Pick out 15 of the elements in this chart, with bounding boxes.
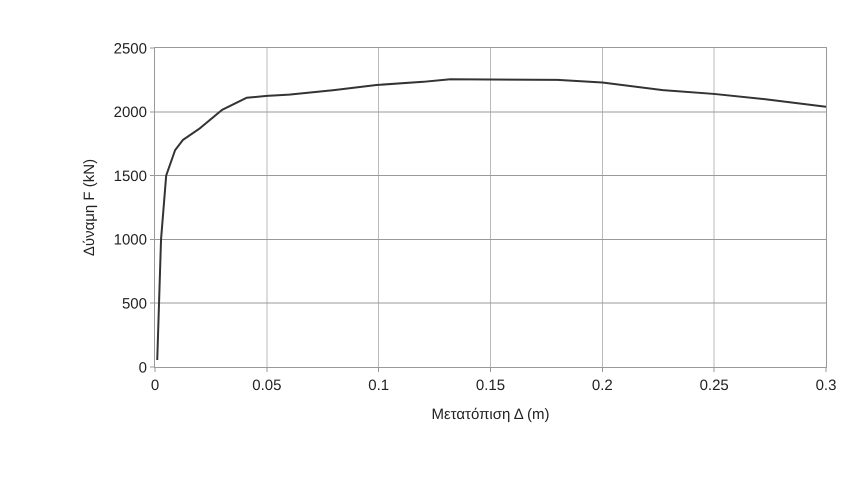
y-tick-label: 500 (122, 295, 147, 312)
y-tick-label: 2000 (114, 104, 147, 122)
x-tick-label: 0.05 (252, 377, 282, 394)
y-tick-label: 1000 (114, 232, 147, 249)
x-tick-label: 0 (150, 377, 160, 394)
y-axis-title: Δύναμη F (kN) (80, 158, 98, 256)
x-tick-label: 0.25 (700, 377, 729, 394)
x-tick-label: 0.3 (816, 377, 836, 394)
x-tick-label: 0.15 (476, 377, 506, 394)
y-tick-label: 0 (138, 359, 147, 376)
y-tick-label: 1500 (114, 168, 147, 185)
x-tick-label: 0.1 (368, 377, 390, 394)
x-axis-title: Μετατόπιση Δ (m) (431, 406, 550, 423)
y-tick-label: 2500 (114, 40, 147, 58)
x-tick-label: 0.2 (592, 377, 613, 394)
